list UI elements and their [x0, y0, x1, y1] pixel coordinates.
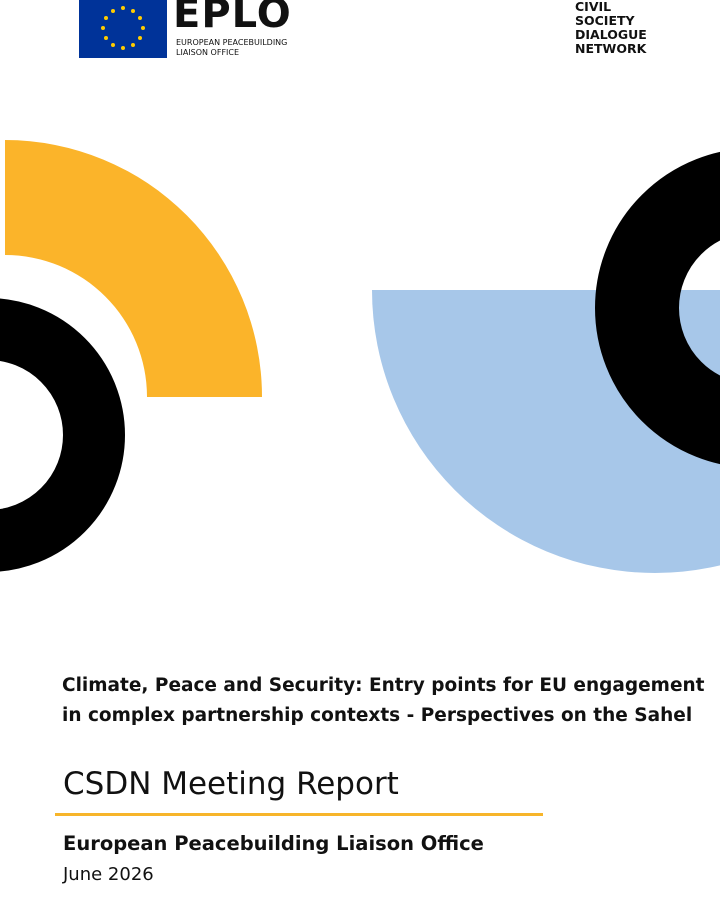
- logo-line: DIALOGUE: [575, 27, 647, 42]
- logo-text: EPLO: [173, 0, 292, 37]
- yellow-arc: [5, 140, 262, 397]
- report-type: CSDN Meeting Report: [63, 766, 399, 802]
- csdn-logo: CIVIL SOCIETY DIALOGUE NETWORK: [575, 0, 647, 56]
- logo-line: CIVIL: [575, 0, 612, 14]
- logo-subtitle-line: EUROPEAN PEACEBUILDING: [176, 38, 288, 47]
- title-line: in complex partnership contexts - Perspe…: [62, 705, 693, 726]
- black-ring: [0, 298, 125, 572]
- title: Climate, Peace and Security: Entry point…: [62, 671, 705, 731]
- logo-subtitle: EUROPEAN PEACEBUILDING LIAISON OFFICE: [176, 38, 287, 58]
- logo-line: SOCIETY: [575, 13, 635, 28]
- logo-subtitle-line: LIAISON OFFICE: [176, 48, 240, 57]
- author: European Peacebuilding Liaison Office: [63, 832, 484, 855]
- logo-line: NETWORK: [575, 41, 647, 56]
- black-ring: [595, 152, 720, 464]
- divider: [55, 813, 543, 816]
- date: June 2026: [63, 864, 154, 885]
- eu-stars: [101, 6, 145, 50]
- title-line: Climate, Peace and Security: Entry point…: [62, 675, 705, 696]
